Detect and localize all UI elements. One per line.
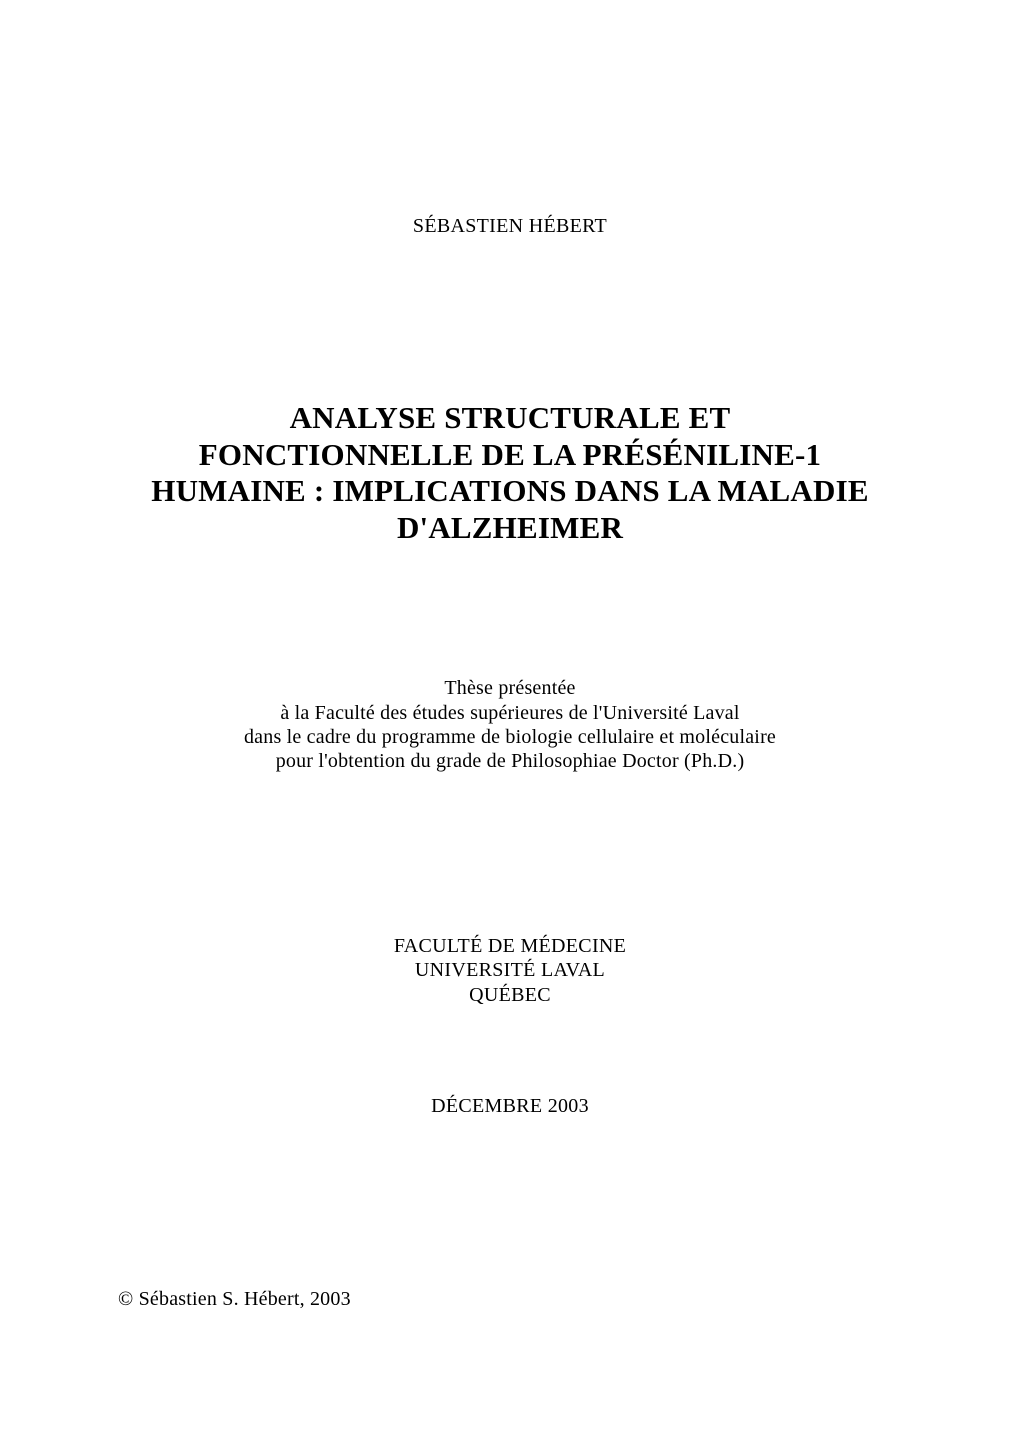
title-line: HUMAINE : IMPLICATIONS DANS LA MALADIE: [151, 473, 869, 510]
presentation-line: à la Faculté des études supérieures de l…: [244, 701, 776, 725]
title-line: FONCTIONNELLE DE LA PRÉSÉNILINE-1: [151, 437, 869, 474]
title-line: D'ALZHEIMER: [151, 510, 869, 547]
presentation-line: pour l'obtention du grade de Philosophia…: [244, 749, 776, 773]
faculty-block: FACULTÉ DE MÉDECINE UNIVERSITÉ LAVAL QUÉ…: [394, 934, 626, 1007]
thesis-date: DÉCEMBRE 2003: [431, 1095, 589, 1118]
presentation-line: Thèse présentée: [244, 676, 776, 700]
presentation-block: Thèse présentée à la Faculté des études …: [244, 676, 776, 774]
author-name: SÉBASTIEN HÉBERT: [413, 215, 607, 238]
thesis-title: ANALYSE STRUCTURALE ET FONCTIONNELLE DE …: [151, 400, 869, 546]
presentation-line: dans le cadre du programme de biologie c…: [244, 725, 776, 749]
copyright-notice: © Sébastien S. Hébert, 2003: [118, 1288, 351, 1311]
title-line: ANALYSE STRUCTURALE ET: [151, 400, 869, 437]
faculty-line: UNIVERSITÉ LAVAL: [394, 958, 626, 982]
faculty-line: FACULTÉ DE MÉDECINE: [394, 934, 626, 958]
faculty-line: QUÉBEC: [394, 983, 626, 1007]
title-page: SÉBASTIEN HÉBERT ANALYSE STRUCTURALE ET …: [0, 0, 1020, 1443]
